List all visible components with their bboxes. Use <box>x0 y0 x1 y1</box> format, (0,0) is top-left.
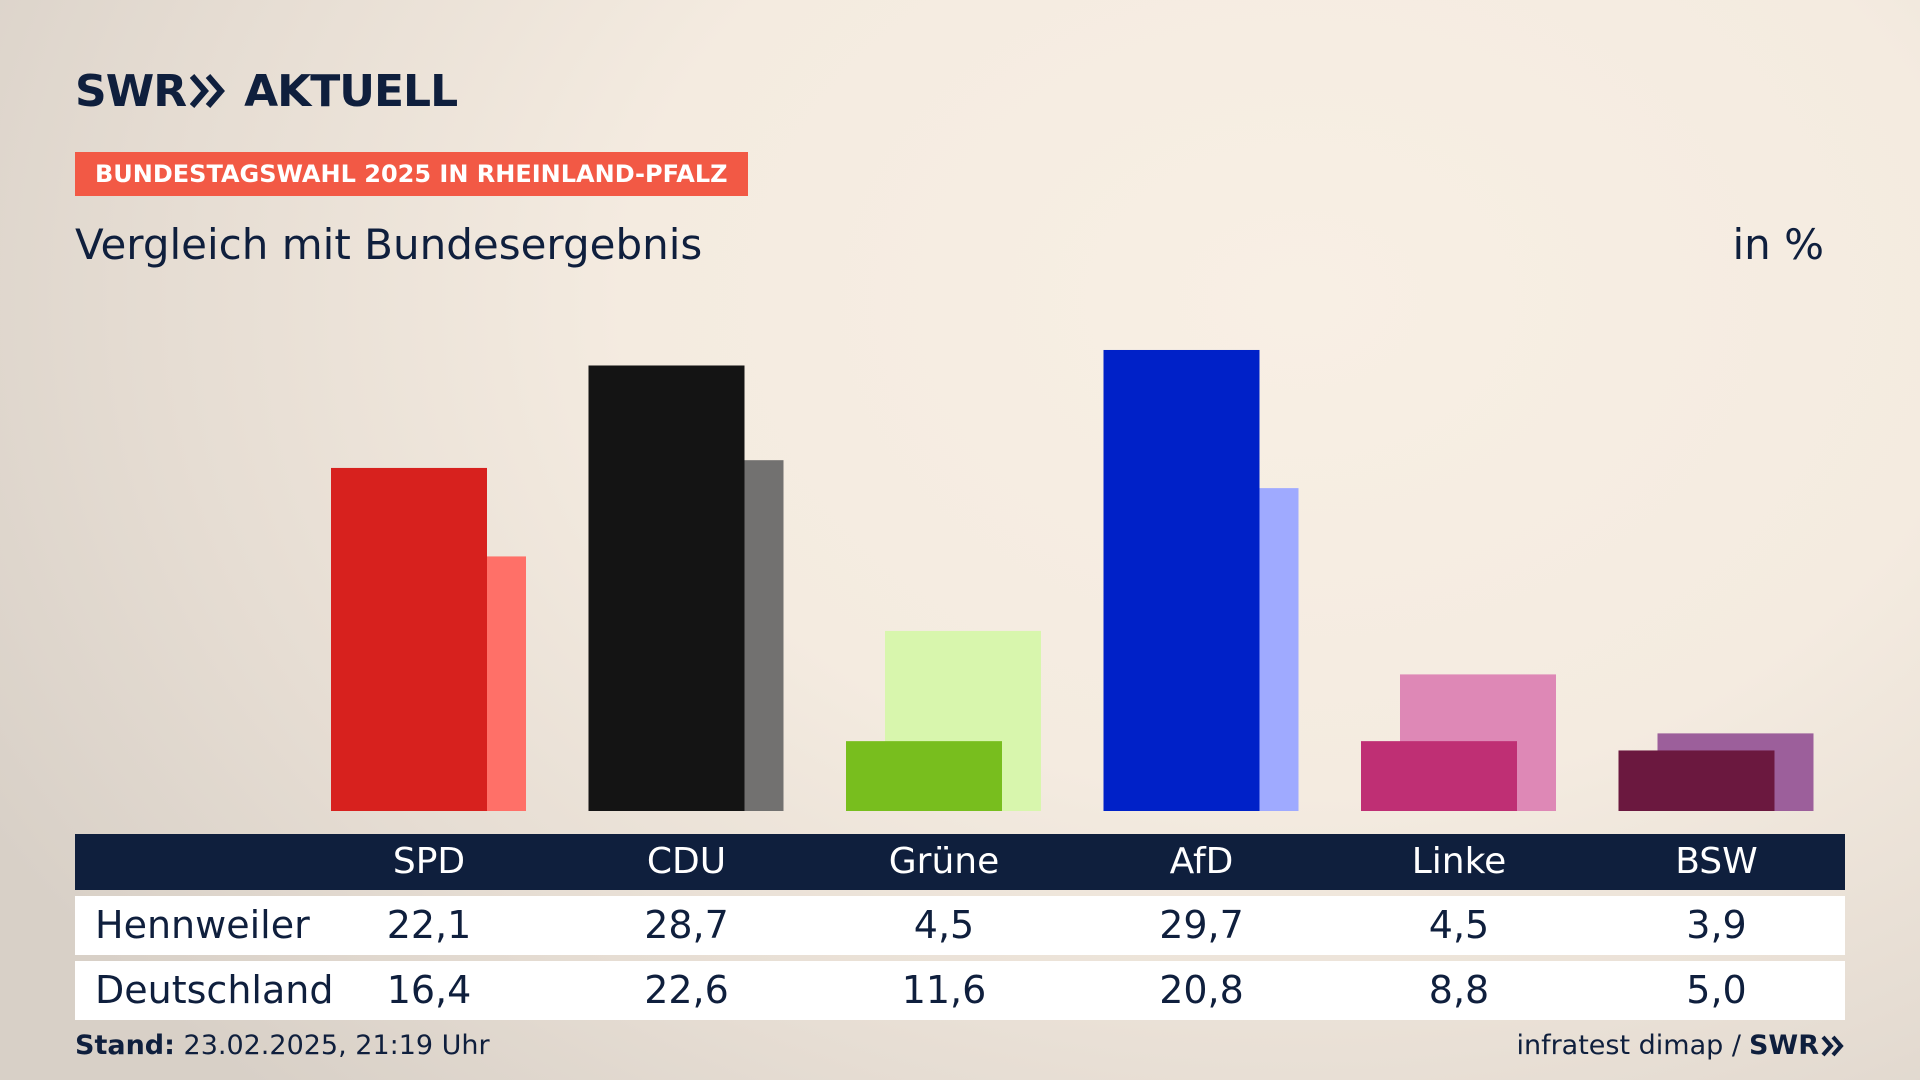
table-row: Deutschland 16,4 22,6 11,6 20,8 8,8 5,0 <box>75 961 1845 1020</box>
row-label: Hennweiler <box>95 903 310 947</box>
table-cell: 4,5 <box>1428 903 1490 947</box>
party-header-gr-ne: Grüne <box>888 841 1000 882</box>
party-header-bsw: BSW <box>1675 841 1758 882</box>
swr-aktuell-logo: SWR AKTUELL <box>75 65 458 117</box>
bar-hennweiler-cdu <box>588 365 745 811</box>
timestamp: Stand: 23.02.2025, 21:19 Uhr <box>75 1030 490 1061</box>
party-header-cdu: CDU <box>646 841 727 882</box>
table-cell: 3,9 <box>1686 903 1747 947</box>
source-logo-text: SWR <box>1748 1030 1819 1061</box>
table-cell: 22,1 <box>386 903 472 947</box>
table-cell: 29,7 <box>1159 903 1244 947</box>
table-cell: 5,0 <box>1686 968 1747 1012</box>
table-row: Hennweiler 22,1 28,7 4,5 29,7 4,5 3,9 <box>75 896 1845 955</box>
results-table: SPD CDU Grüne AfD Linke BSW Hennweiler 22,1 28… <box>75 834 1845 1020</box>
election-tag: BUNDESTAGSWAHL 2025 IN RHEINLAND-PFALZ <box>75 152 748 196</box>
source-text: infratest dimap / <box>1516 1030 1741 1061</box>
party-header-spd: SPD <box>392 841 466 882</box>
table-cell: 11,6 <box>901 968 987 1012</box>
stand-label: Stand: <box>75 1030 175 1061</box>
table-cell: 16,4 <box>386 968 472 1012</box>
row-label: Deutschland <box>95 968 334 1012</box>
double-chevron-icon <box>1821 1035 1844 1056</box>
party-header-afd: AfD <box>1169 841 1234 882</box>
bar-hennweiler-linke <box>1361 741 1517 811</box>
table-cell: 20,8 <box>1159 968 1244 1012</box>
party-header-row: SPD CDU Grüne AfD Linke BSW <box>75 834 1845 890</box>
bar-hennweiler-afd <box>1103 349 1260 811</box>
double-chevron-icon <box>190 74 226 108</box>
table-cell: 8,8 <box>1428 968 1490 1012</box>
bar-hennweiler-spd <box>331 467 487 811</box>
bar-hennweiler-bsw <box>1618 750 1775 811</box>
party-header-linke: Linke <box>1411 841 1507 882</box>
stand-value: 23.02.2025, 21:19 Uhr <box>183 1030 490 1061</box>
unit-label: in % <box>1732 220 1824 269</box>
source-credit: infratest dimap / SWR <box>1516 1030 1845 1061</box>
bar-chart <box>331 349 1814 811</box>
logo-swr-text: SWR <box>75 65 187 117</box>
table-cell: 22,6 <box>644 968 729 1012</box>
logo-aktuell-text: AKTUELL <box>244 65 458 117</box>
table-cell: 4,5 <box>913 903 975 947</box>
chart-subtitle: Vergleich mit Bundesergebnis <box>75 220 703 269</box>
bar-hennweiler-gr-ne <box>846 741 1002 811</box>
table-cell: 28,7 <box>644 903 729 947</box>
